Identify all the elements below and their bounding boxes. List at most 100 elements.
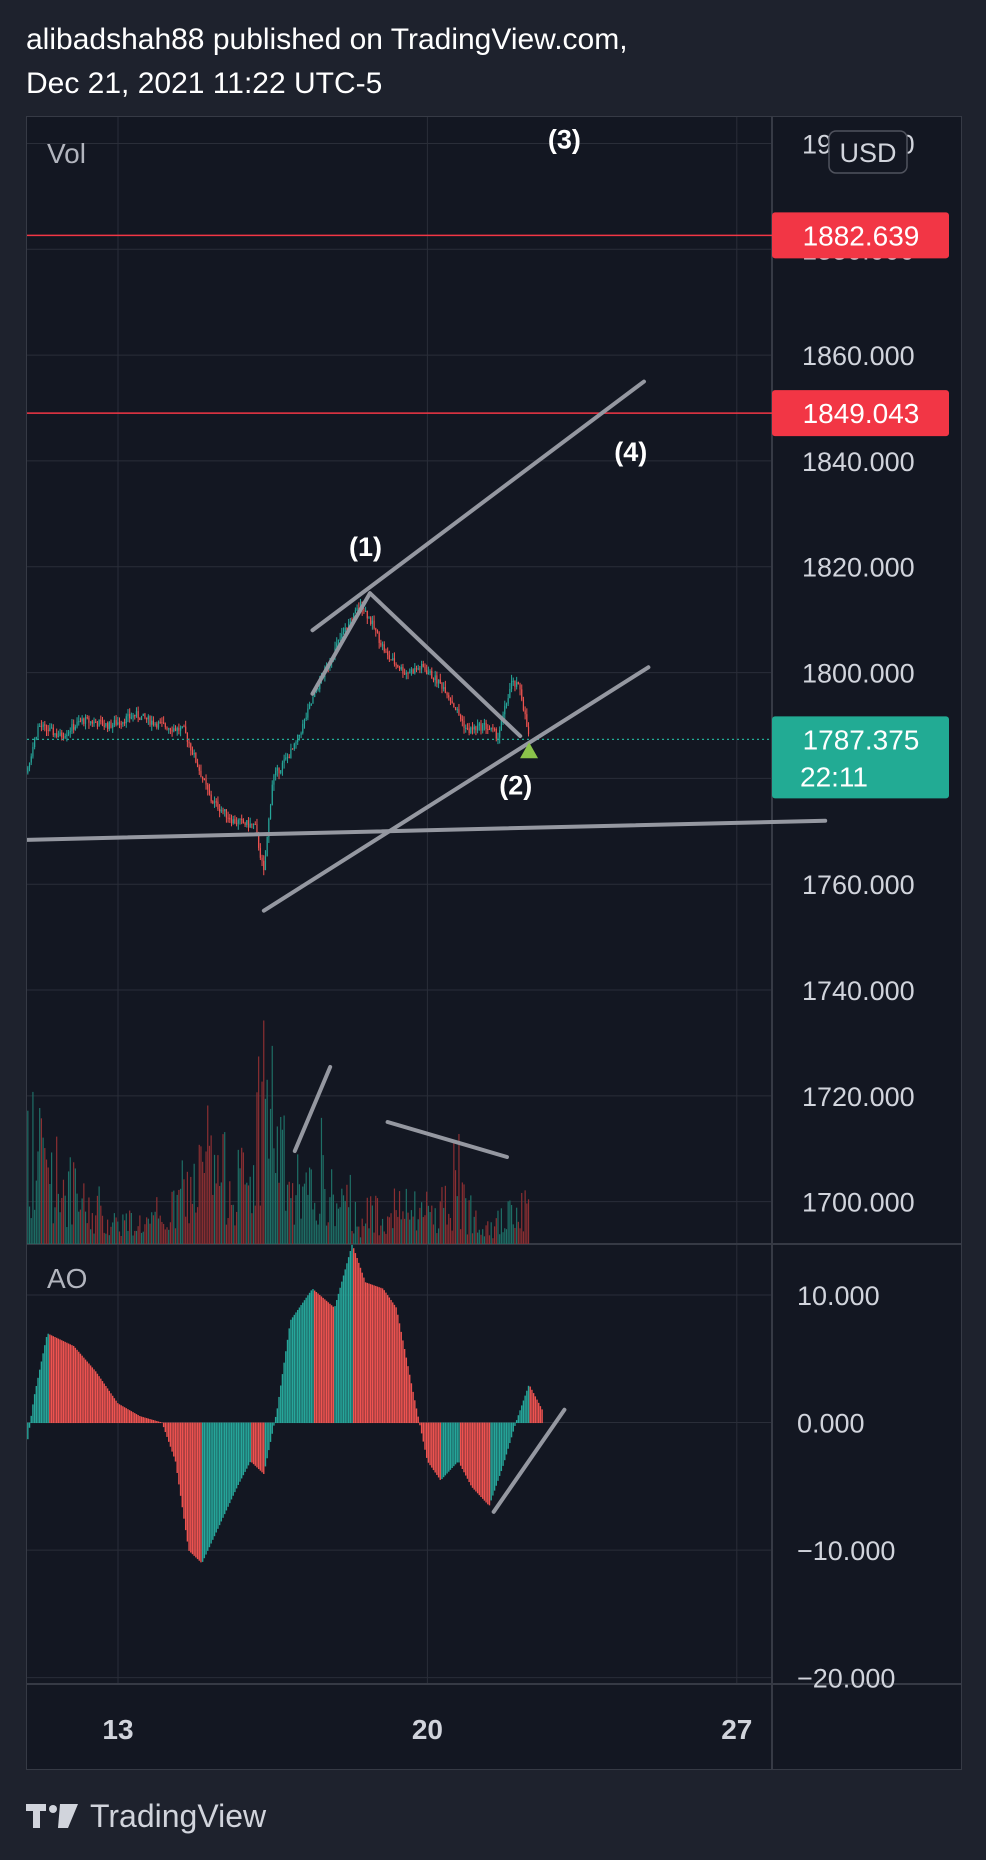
- volume-bar: [410, 1210, 413, 1244]
- candle-body: [495, 729, 497, 739]
- volume-bar: [213, 1154, 216, 1244]
- volume-bar: [363, 1226, 365, 1244]
- volume-bar: [390, 1213, 392, 1244]
- candle-body: [485, 722, 487, 729]
- volume-bar: [227, 1218, 229, 1244]
- candle-body: [54, 733, 56, 736]
- ao-bar: [105, 1385, 107, 1424]
- volume-bar: [59, 1212, 61, 1244]
- ao-bar: [329, 1303, 331, 1424]
- ao-bar: [497, 1422, 499, 1481]
- volume-bar: [93, 1233, 95, 1244]
- ao-bar: [69, 1344, 71, 1424]
- candle-body: [290, 748, 292, 759]
- ao-bar: [55, 1337, 58, 1424]
- ao-bar: [164, 1422, 167, 1433]
- candle-body: [410, 669, 413, 673]
- ao-bar: [512, 1422, 514, 1432]
- candle-body: [179, 728, 182, 731]
- candle-body: [247, 820, 250, 828]
- chart-frame[interactable]: (1)(2)(3)(4)VolAO1900.0001880.0001860.00…: [26, 116, 962, 1770]
- ao-bar: [147, 1418, 150, 1424]
- candle-body: [295, 741, 297, 744]
- volume-bar: [482, 1229, 484, 1244]
- ao-bar: [448, 1422, 450, 1472]
- volume-bar: [39, 1107, 41, 1244]
- volume-bar: [247, 1185, 250, 1244]
- ao-bar: [195, 1422, 197, 1558]
- ao-bar: [386, 1295, 389, 1424]
- volume-bar: [285, 1210, 287, 1244]
- ao-bar: [296, 1309, 299, 1424]
- ao-axis-tick: −10.000: [797, 1536, 895, 1566]
- candle-body: [112, 724, 114, 728]
- candle-body: [470, 727, 472, 733]
- ao-bar: [358, 1262, 360, 1424]
- volume-bar: [135, 1230, 138, 1244]
- candle-body: [91, 721, 93, 724]
- candle-body: [244, 823, 246, 825]
- candle-body: [512, 680, 514, 682]
- ao-bar: [302, 1302, 304, 1424]
- ao-bar: [482, 1422, 484, 1499]
- ao-bar: [380, 1287, 382, 1424]
- volume-bar: [76, 1193, 78, 1244]
- volume-bar: [516, 1207, 518, 1244]
- ao-bar: [388, 1297, 391, 1424]
- ao-bar: [268, 1422, 270, 1451]
- ao-bar: [42, 1353, 44, 1424]
- ao-bar: [139, 1416, 141, 1424]
- volume-bar: [234, 1225, 236, 1244]
- volume-bar: [361, 1218, 363, 1244]
- candle-body: [397, 665, 399, 668]
- volume-bar: [84, 1211, 87, 1244]
- ao-bar: [118, 1404, 121, 1424]
- volume-bar: [241, 1147, 243, 1244]
- volume-bar: [473, 1216, 475, 1244]
- ao-bar: [383, 1290, 385, 1424]
- ao-bar: [66, 1342, 68, 1424]
- volume-bar: [90, 1229, 92, 1244]
- ao-bar: [100, 1378, 102, 1424]
- candle-body: [159, 721, 161, 723]
- ao-bar: [368, 1283, 370, 1424]
- ao-bar: [317, 1293, 319, 1424]
- ao-bar: [471, 1422, 474, 1488]
- candle-body: [193, 752, 195, 755]
- candle-body: [200, 770, 202, 777]
- volume-bar: [278, 1182, 280, 1244]
- volume-bar: [336, 1203, 338, 1244]
- ao-bar: [32, 1404, 34, 1424]
- ao-bar: [71, 1345, 73, 1424]
- ao-bar: [478, 1422, 481, 1496]
- candle-body: [419, 668, 421, 670]
- volume-bar: [392, 1228, 394, 1244]
- volume-bar: [300, 1218, 302, 1244]
- candle-body: [426, 670, 428, 674]
- candle-body: [370, 617, 372, 624]
- ao-bar: [244, 1422, 246, 1472]
- ao-bar: [483, 1422, 486, 1501]
- candle-body: [113, 720, 115, 725]
- ao-bar: [285, 1351, 287, 1424]
- ao-bar: [507, 1422, 509, 1449]
- ao-bar: [264, 1422, 267, 1467]
- candle-body: [500, 720, 502, 731]
- ao-bar: [254, 1422, 256, 1466]
- ao-bar: [39, 1369, 41, 1424]
- ao-bar: [47, 1333, 49, 1424]
- ao-bar: [412, 1391, 414, 1424]
- volume-bar: [117, 1221, 119, 1244]
- price-chart[interactable]: (1)(2)(3)(4)VolAO1900.0001880.0001860.00…: [27, 117, 961, 1769]
- volume-bar: [67, 1171, 70, 1244]
- volume-bar: [256, 1092, 258, 1244]
- ao-bar: [451, 1422, 453, 1469]
- volume-bar: [466, 1234, 469, 1244]
- volume-bar: [341, 1188, 343, 1244]
- ao-bar: [142, 1417, 144, 1424]
- candle-body: [280, 770, 282, 774]
- candle-body: [487, 728, 489, 730]
- candle-body: [52, 727, 54, 736]
- ao-bar: [366, 1282, 368, 1424]
- volume-bar: [50, 1152, 53, 1244]
